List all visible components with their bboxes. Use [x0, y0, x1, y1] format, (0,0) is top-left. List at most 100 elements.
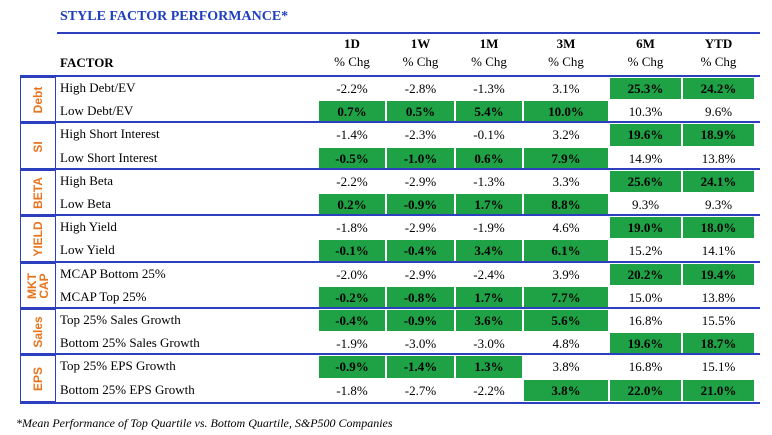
group-box: Sales [20, 309, 56, 356]
value-cell: 19.4% [683, 263, 754, 285]
value-cell: -2.8% [404, 81, 437, 96]
value-cell: 3.8% [552, 359, 580, 375]
value-cell: 5.4% [456, 101, 522, 123]
value-cell: 24.2% [683, 78, 754, 100]
group-rule [20, 307, 760, 309]
value-cell: 25.3% [610, 78, 681, 100]
value-cell: 1.7% [456, 194, 522, 216]
value-cell: 25.6% [610, 170, 681, 192]
value-cell: 3.2% [552, 127, 580, 143]
value-cell: -0.9% [387, 310, 454, 332]
value-cell: -2.3% [404, 127, 437, 143]
column-unit: % Chg [402, 54, 439, 69]
value-cell: 14.1% [701, 243, 736, 259]
value-cell: 15.5% [701, 313, 736, 328]
value-cell: -2.4% [473, 266, 505, 282]
value-cell: -0.4% [387, 240, 454, 262]
factor-name: Low Debt/EV [60, 103, 134, 119]
value-cell: 3.6% [456, 310, 522, 332]
value-cell: 1.7% [456, 286, 522, 308]
value-cell: 15.1% [701, 359, 736, 375]
value-cell: -0.1% [319, 240, 385, 262]
column-period: 6M [636, 36, 655, 51]
value-cell: 21.0% [683, 379, 754, 401]
group-label: Debt [31, 86, 45, 114]
value-cell: -1.4% [336, 127, 368, 143]
value-cell: 16.8% [628, 359, 663, 375]
factor-name: High Debt/EV [60, 80, 136, 95]
factor-name: Bottom 25% Sales Growth [60, 335, 200, 351]
group-box: MKT CAP [20, 262, 56, 309]
value-cell: -1.0% [387, 147, 454, 169]
title-rule [57, 32, 760, 34]
value-cell: -3.0% [473, 336, 505, 352]
column-unit: % Chg [548, 54, 584, 69]
value-cell: 13.8% [701, 150, 736, 166]
group-box: SI [20, 123, 56, 170]
value-cell: -0.9% [319, 356, 385, 378]
value-cell: 18.9% [683, 124, 754, 146]
group-label: EPS [31, 366, 45, 391]
group-rule [20, 75, 760, 77]
group-box: Debt [20, 77, 56, 124]
column-unit: % Chg [627, 54, 664, 69]
value-cell: 3.1% [552, 81, 580, 96]
group-label: SI [31, 140, 45, 153]
value-cell: 16.8% [628, 313, 663, 328]
column-unit: % Chg [334, 54, 370, 69]
group-box: BETA [20, 169, 56, 217]
group-rule [20, 121, 760, 124]
value-cell: 0.5% [387, 101, 454, 123]
value-cell: 3.4% [456, 240, 522, 262]
value-cell: -0.4% [319, 310, 385, 332]
column-period: 1W [410, 36, 431, 51]
value-cell: -2.0% [336, 266, 368, 282]
value-cell: 19.0% [610, 217, 681, 239]
group-rule [20, 167, 760, 170]
column-period: YTD [704, 36, 733, 51]
value-cell: -0.8% [387, 286, 454, 308]
value-cell: 14.9% [628, 150, 663, 166]
value-cell: 3.8% [524, 379, 608, 401]
group-label: BETA [31, 177, 45, 209]
factor-name: Top 25% Sales Growth [60, 312, 181, 327]
factor-header: FACTOR [60, 55, 114, 70]
factor-name: Low Yield [60, 242, 115, 258]
value-cell: -2.9% [404, 266, 437, 282]
value-cell: -2.7% [404, 382, 437, 398]
group-label: YIELD [31, 221, 45, 258]
value-cell: -1.8% [336, 220, 368, 236]
value-cell: -1.3% [473, 81, 505, 96]
factor-name: Bottom 25% EPS Growth [60, 381, 195, 397]
value-cell: 22.0% [610, 379, 681, 401]
value-cell: 10.0% [524, 101, 608, 123]
value-cell: -1.9% [336, 336, 368, 352]
value-cell: -2.2% [336, 81, 368, 96]
value-cell: 4.8% [552, 336, 580, 352]
value-cell: 0.6% [456, 147, 522, 169]
value-cell: 1.3% [456, 356, 522, 378]
factor-name: Low Short Interest [60, 149, 158, 165]
value-cell: 7.7% [524, 286, 608, 308]
value-cell: -1.9% [473, 220, 505, 236]
group-rule [20, 353, 760, 356]
value-cell: 3.3% [552, 173, 580, 189]
value-cell: 5.6% [524, 310, 608, 332]
value-cell: -1.4% [387, 356, 454, 378]
value-cell: 9.3% [704, 197, 733, 212]
factor-name: High Short Interest [60, 126, 160, 142]
value-cell: 24.1% [683, 170, 754, 192]
value-cell: -3.0% [404, 336, 437, 352]
value-cell: 10.3% [628, 104, 663, 120]
value-cell: 15.0% [628, 289, 663, 305]
factor-name: Low Beta [60, 196, 111, 211]
group-rule [20, 214, 760, 217]
value-cell: -1.8% [336, 382, 368, 398]
value-cell: -0.9% [387, 194, 454, 216]
value-cell: 0.2% [319, 194, 385, 216]
value-cell: -1.3% [473, 173, 505, 189]
factor-name: MCAP Top 25% [60, 288, 147, 304]
value-cell: 8.8% [524, 194, 608, 216]
value-cell: -2.9% [404, 220, 437, 236]
